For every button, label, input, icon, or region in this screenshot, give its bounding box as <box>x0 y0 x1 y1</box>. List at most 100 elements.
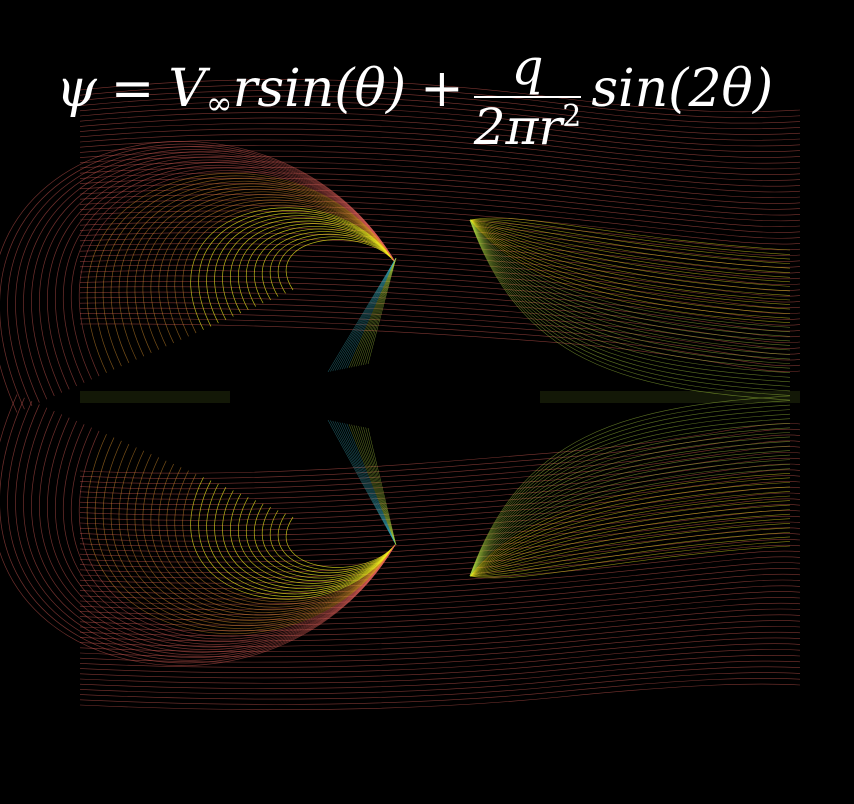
streamline-upper <box>79 145 801 181</box>
streamline-right-lower <box>469 513 791 577</box>
streamline-right-upper <box>469 219 791 392</box>
streamline-lower-lobe <box>15 404 396 658</box>
streamline-lower <box>79 683 801 710</box>
streamline-fan-lower <box>346 423 397 546</box>
eq-term2: sin(2θ) <box>591 59 774 119</box>
streamline-upper <box>79 323 801 372</box>
streamline-upper <box>79 177 801 216</box>
streamline-right-lower <box>469 486 791 577</box>
streamline-lower-lobe <box>190 477 396 600</box>
streamline-right-lower <box>469 404 791 577</box>
eq-v-sub: ∞ <box>205 84 233 122</box>
streamline-right-upper <box>469 219 791 310</box>
streamline-lower-lobe <box>262 506 396 576</box>
streamline-right-upper <box>469 219 791 260</box>
streamline-upper <box>79 79 801 113</box>
streamline-lower-lobe <box>198 480 396 597</box>
streamline-lower <box>79 585 801 621</box>
streamline-lower <box>79 568 801 605</box>
streamline-fan-lower <box>355 425 397 546</box>
streamline-right-lower <box>469 454 791 577</box>
streamline-fan-upper <box>353 257 397 367</box>
streamline-upper <box>79 139 801 176</box>
streamline-lower-lobe <box>7 400 396 661</box>
streamline-upper-lobe <box>285 239 396 291</box>
streamline-fan-lower <box>353 425 397 546</box>
streamline-lower <box>79 654 801 684</box>
streamline-right-upper <box>469 219 791 292</box>
streamline-right-lower <box>469 409 791 577</box>
streamline-lower-lobe <box>94 437 396 632</box>
streamline-fan-lower <box>341 422 397 546</box>
eq-psi: ψ <box>56 59 97 119</box>
streamline-lower-lobe <box>70 427 396 640</box>
streamline-fan-upper <box>339 257 397 370</box>
streamline-right-lower <box>469 509 791 577</box>
streamline-right-lower <box>469 427 791 577</box>
streamline-fan-upper <box>341 257 397 370</box>
streamline-upper <box>79 226 801 268</box>
streamline-fan-upper <box>358 257 397 366</box>
streamline-upper <box>79 112 801 147</box>
streamline-lower-lobe <box>39 414 396 651</box>
streamline-right-lower <box>469 495 791 577</box>
streamline-right-upper <box>469 219 791 255</box>
streamline-upper <box>79 166 801 204</box>
streamline-upper <box>79 123 801 158</box>
streamline-upper <box>79 95 801 130</box>
streamline-fan-lower <box>348 424 397 546</box>
eq-numerator: q <box>511 38 544 96</box>
streamline-fan-lower <box>360 426 397 546</box>
streamline-right-upper <box>469 219 791 387</box>
streamline-lower <box>79 602 801 637</box>
streamline-lower-lobe <box>31 410 396 653</box>
streamline-right-lower <box>469 441 791 577</box>
eq-denominator-base: 2πr <box>473 98 563 156</box>
streamline-lower-lobe <box>62 424 396 643</box>
streamline-right-lower <box>469 500 791 577</box>
streamline-lower <box>79 614 801 647</box>
streamline-upper <box>79 199 801 239</box>
streamline-lower <box>79 539 801 579</box>
streamline-right-upper <box>469 219 791 314</box>
streamline-right-upper <box>469 219 791 346</box>
streamline-upper-lobe <box>206 212 396 324</box>
streamline-lower <box>79 562 801 600</box>
streamline-right-upper <box>469 217 791 251</box>
streamline-right-upper <box>469 219 791 269</box>
streamline-right-lower <box>469 413 791 577</box>
streamline-lower <box>79 434 801 484</box>
streamline-upper <box>79 194 801 233</box>
streamline-right-lower <box>469 463 791 577</box>
streamline-right-upper <box>469 219 791 278</box>
streamline-fan-upper <box>344 257 397 369</box>
streamline-lower <box>79 510 801 553</box>
streamline-right-upper <box>469 219 791 342</box>
streamline-right-upper <box>469 219 791 333</box>
streamline-fan-upper <box>367 257 397 365</box>
streamline-right-upper <box>469 219 791 351</box>
streamline-upper-lobe <box>7 146 396 407</box>
streamline-right-upper <box>469 219 791 283</box>
streamline-right-upper <box>469 219 791 360</box>
streamline-right-upper <box>469 219 791 328</box>
streamline-upper-lobe <box>166 199 396 340</box>
streamline-right-upper <box>469 219 791 364</box>
streamline-lower <box>79 573 801 610</box>
streamline-upper <box>79 302 801 349</box>
streamline-upper-lobe <box>31 154 396 397</box>
streamline-lower-lobe <box>0 397 396 664</box>
streamline-right-lower <box>469 491 791 577</box>
streamline-upper-lobe <box>78 170 396 377</box>
streamline-lower <box>79 481 801 526</box>
streamline-upper <box>79 84 801 118</box>
streamline-upper <box>79 275 801 320</box>
streamline-fan-lower <box>344 423 397 546</box>
streamline-upper <box>79 297 801 343</box>
streamline-lower <box>79 498 801 542</box>
streamline-lower-lobe <box>0 394 396 666</box>
eq-equals: = <box>110 59 155 119</box>
streamline-fan-upper <box>348 257 397 368</box>
streamline-lower <box>79 550 801 589</box>
streamline-upper-lobe <box>15 149 396 403</box>
